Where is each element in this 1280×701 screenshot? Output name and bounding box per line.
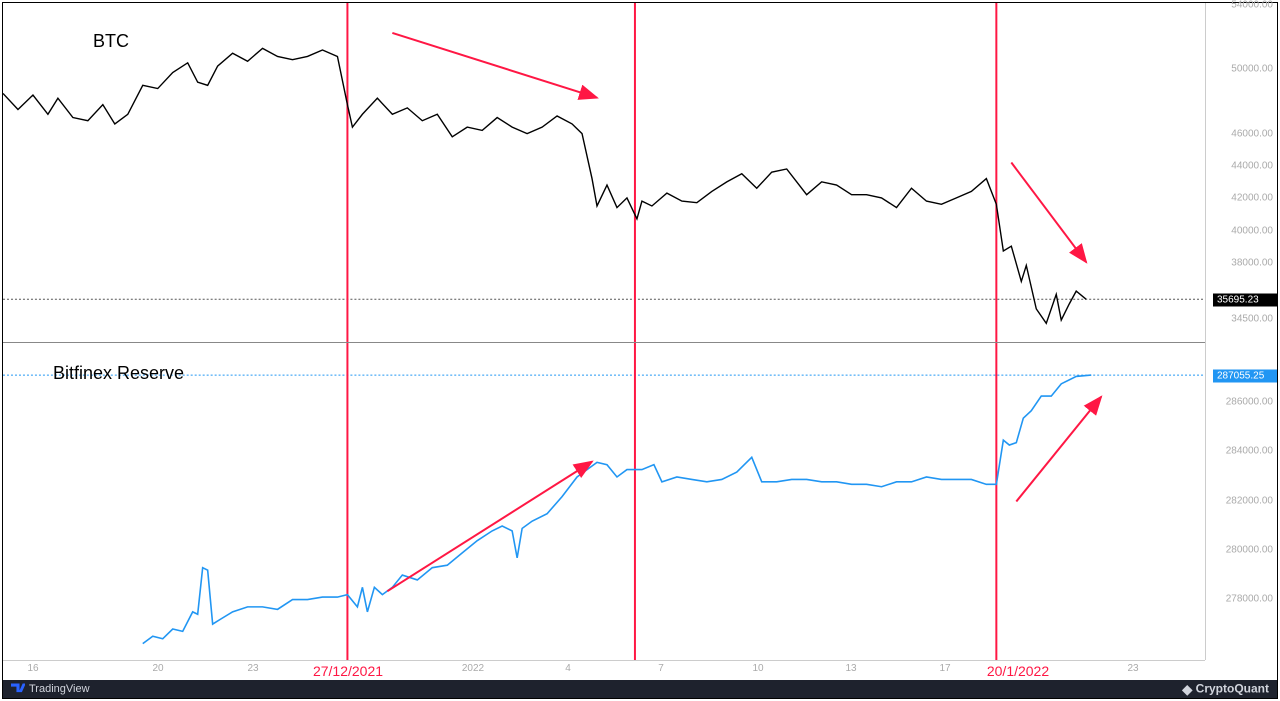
cryptoquant-text: CryptoQuant <box>1196 681 1269 695</box>
x-tick: 7 <box>658 663 664 674</box>
x-tick: 10 <box>752 663 763 674</box>
y-tick: 54000.00 <box>1231 0 1273 11</box>
tradingview-icon <box>11 682 25 696</box>
y-tick: 50000.00 <box>1231 64 1273 75</box>
y-axis[interactable]: 54000.00 50000.00 46000.00 44000.00 42000.00… <box>1205 3 1277 660</box>
x-axis[interactable]: 16 20 23 2022 4 7 10 13 17 23 27/12/2021 20/1/2022 <box>3 660 1205 680</box>
y-tick: 38000.00 <box>1231 257 1273 268</box>
y-tick: 46000.00 <box>1231 128 1273 139</box>
chart-svg <box>3 3 1205 660</box>
tradingview-logo[interactable]: TradingView <box>11 682 90 696</box>
x-tick: 16 <box>27 663 38 674</box>
cryptoquant-logo[interactable]: ◆ CryptoQuant <box>1182 681 1269 698</box>
price-tag-reserve: 287055.25 <box>1213 370 1277 383</box>
pane-divider[interactable] <box>3 342 1205 343</box>
y-tick: 286000.00 <box>1226 397 1273 408</box>
x-tick: 23 <box>247 663 258 674</box>
x-tick: 20 <box>152 663 163 674</box>
x-date-label: 20/1/2022 <box>987 663 1049 679</box>
x-tick: 4 <box>565 663 571 674</box>
x-tick: 2022 <box>462 663 484 674</box>
y-tick: 284000.00 <box>1226 446 1273 457</box>
x-tick: 13 <box>845 663 856 674</box>
pane-label-btc: BTC <box>93 31 129 52</box>
price-tag-btc: 35695.23 <box>1213 294 1277 307</box>
footer-bar: TradingView ◆ CryptoQuant <box>3 680 1277 698</box>
x-tick: 17 <box>939 663 950 674</box>
y-tick: 278000.00 <box>1226 593 1273 604</box>
plot-area[interactable]: BTC Bitfinex Reserve <box>3 3 1205 660</box>
tradingview-text: TradingView <box>29 683 90 695</box>
y-tick: 40000.00 <box>1231 225 1273 236</box>
pane-label-reserve: Bitfinex Reserve <box>53 363 184 384</box>
x-date-label: 27/12/2021 <box>313 663 383 679</box>
y-tick: 280000.00 <box>1226 544 1273 555</box>
y-tick: 34500.00 <box>1231 314 1273 325</box>
y-tick: 42000.00 <box>1231 193 1273 204</box>
y-tick: 282000.00 <box>1226 495 1273 506</box>
chart-container: BTC Bitfinex Reserve 54000.00 50000.00 460… <box>2 2 1278 699</box>
x-tick: 23 <box>1127 663 1138 674</box>
y-tick: 44000.00 <box>1231 161 1273 172</box>
